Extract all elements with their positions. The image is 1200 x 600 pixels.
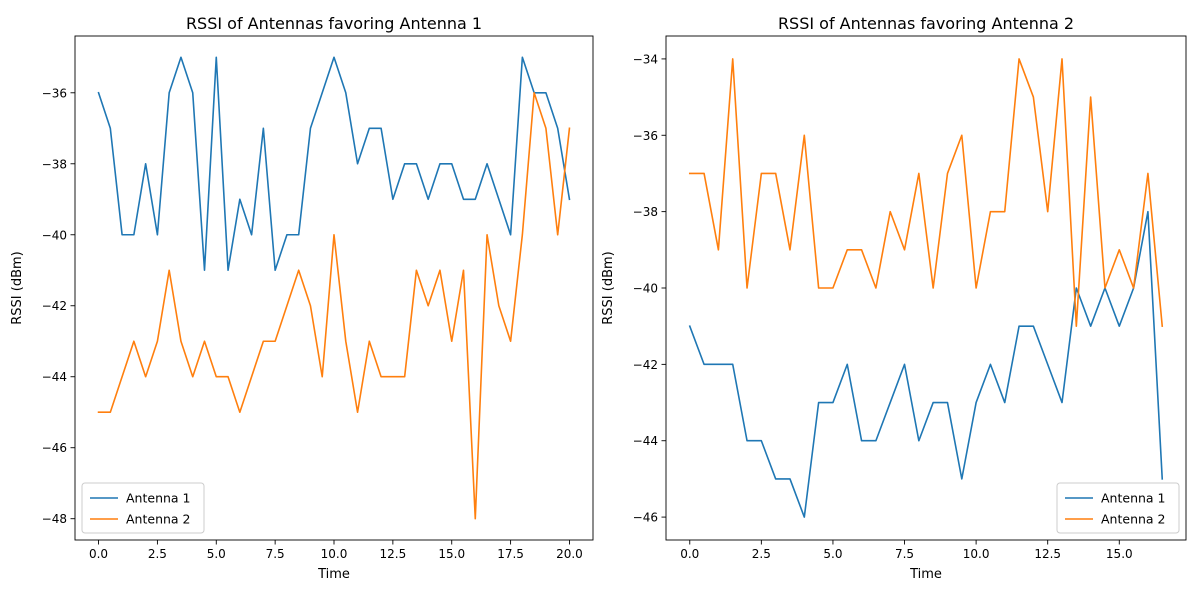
- chart1-axes-frame: [74, 35, 594, 541]
- chart2-axes-frame: [665, 35, 1187, 541]
- chart2-ytick-label: −36: [633, 129, 658, 143]
- chart1-ytick-label: −48: [42, 512, 67, 526]
- chart2-ytick-label: −34: [633, 52, 658, 66]
- chart2-xtick-label: 12.5: [1034, 547, 1061, 561]
- chart1-title: RSSI of Antennas favoring Antenna 1: [186, 14, 482, 33]
- chart2-legend-label-1: Antenna 1: [1101, 491, 1166, 506]
- chart2-legend-box: [1056, 482, 1180, 534]
- chart1-ytick-label: −38: [42, 157, 67, 171]
- chart1-legend-label-1: Antenna 1: [126, 491, 191, 506]
- chart2-title: RSSI of Antennas favoring Antenna 2: [778, 14, 1074, 33]
- chart1-xtick-label: 12.5: [380, 547, 407, 561]
- chart1-xtick-label: 10.0: [321, 547, 348, 561]
- chart2-legend-label-2: Antenna 2: [1101, 512, 1166, 527]
- chart1-ytick-label: −44: [42, 370, 67, 384]
- chart2-xtick-label: 5.0: [823, 547, 842, 561]
- chart2-ylabel: RSSI (dBm): [601, 251, 616, 324]
- chart1-xtick-label: 5.0: [207, 547, 226, 561]
- chart1-ytick-label: −36: [42, 86, 67, 100]
- chart2-ytick-label: −42: [633, 358, 658, 372]
- chart1-ylabel: RSSI (dBm): [10, 251, 25, 324]
- chart1-xtick-label: 17.5: [497, 547, 524, 561]
- chart2-ytick-label: −40: [633, 282, 658, 296]
- chart2: RSSI of Antennas favoring Antenna 2 0.0 2.…: [601, 14, 1187, 582]
- chart2-series-2-line: [688, 58, 1164, 328]
- chart1-ytick-label: −42: [42, 299, 67, 313]
- chart1-xtick-label: 2.5: [148, 547, 167, 561]
- chart1-xtick-label: 0.0: [89, 547, 108, 561]
- chart1-legend-box: [81, 482, 205, 534]
- chart1-series-2-line: [97, 91, 571, 520]
- chart1-ytick-label: −40: [42, 228, 67, 242]
- chart2-xlabel: Time: [909, 567, 942, 582]
- chart2-legend: Antenna 1 Antenna 2: [1056, 482, 1180, 534]
- chart2-series-1-line: [688, 210, 1164, 518]
- chart2-xtick-label: 0.0: [680, 547, 699, 561]
- chart2-ytick-label: −38: [633, 205, 658, 219]
- chart2-xtick-label: 2.5: [752, 547, 771, 561]
- chart1-xtick-label: 15.0: [438, 547, 465, 561]
- chart1-legend: Antenna 1 Antenna 2: [81, 482, 205, 534]
- chart2-xtick-label: 15.0: [1106, 547, 1133, 561]
- chart2-xtick-label: 10.0: [963, 547, 990, 561]
- chart1-xlabel: Time: [317, 567, 350, 582]
- chart1-xtick-label: 20.0: [556, 547, 583, 561]
- chart1-legend-label-2: Antenna 2: [126, 512, 191, 527]
- chart1-series-1-line: [97, 56, 571, 272]
- chart2-ytick-label: −46: [633, 511, 658, 525]
- chart2-xtick-label: 7.5: [895, 547, 914, 561]
- chart1-xtick-label: 7.5: [266, 547, 285, 561]
- chart1-ytick-label: −46: [42, 441, 67, 455]
- chart2-ytick-label: −44: [633, 434, 658, 448]
- chart1: RSSI of Antennas favoring Antenna 1 0.0 2.…: [10, 14, 594, 582]
